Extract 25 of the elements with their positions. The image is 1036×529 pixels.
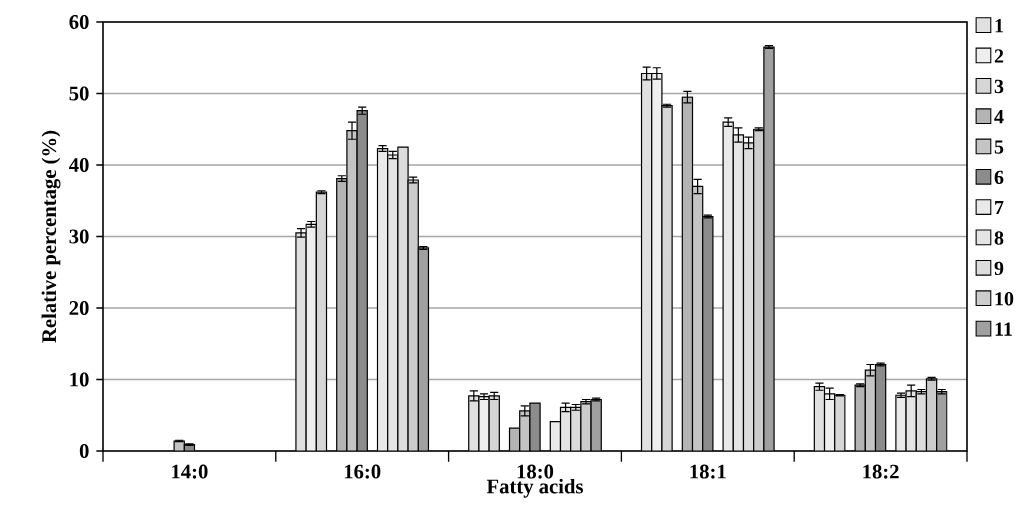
y-tick-label: 20	[69, 301, 89, 315]
y-tick-label: 30	[69, 229, 89, 244]
legend-label: 10	[995, 292, 1014, 306]
legend-label: 3	[994, 79, 1004, 94]
legend-label: 6	[994, 170, 1004, 185]
legend-label: 9	[994, 261, 1004, 276]
y-tick-label: 10	[70, 372, 89, 387]
x-tick-label: 18:2	[863, 464, 899, 479]
y-tick-label: 60	[69, 15, 89, 29]
y-tick-label: 50	[69, 86, 89, 101]
y-tick-label: 40	[69, 158, 89, 172]
x-tick-label: 18:1	[690, 464, 726, 479]
x-tick-label: 14:0	[172, 464, 208, 479]
y-tick-label: 0	[79, 444, 89, 458]
legend-label: 2	[994, 49, 1004, 63]
legend-label: 8	[994, 231, 1004, 245]
legend-label: 11	[995, 322, 1012, 336]
legend-label: 4	[994, 110, 1004, 124]
x-axis-title: Fatty acids	[486, 478, 583, 498]
legend-label: 5	[994, 140, 1004, 154]
x-tick-label: 18:0	[517, 464, 554, 479]
legend-label: 7	[995, 201, 1004, 215]
legend-label: 1	[995, 19, 1003, 33]
y-axis-title: Relative percentage (%)	[41, 130, 61, 343]
x-tick-label: 16:0	[344, 464, 381, 479]
